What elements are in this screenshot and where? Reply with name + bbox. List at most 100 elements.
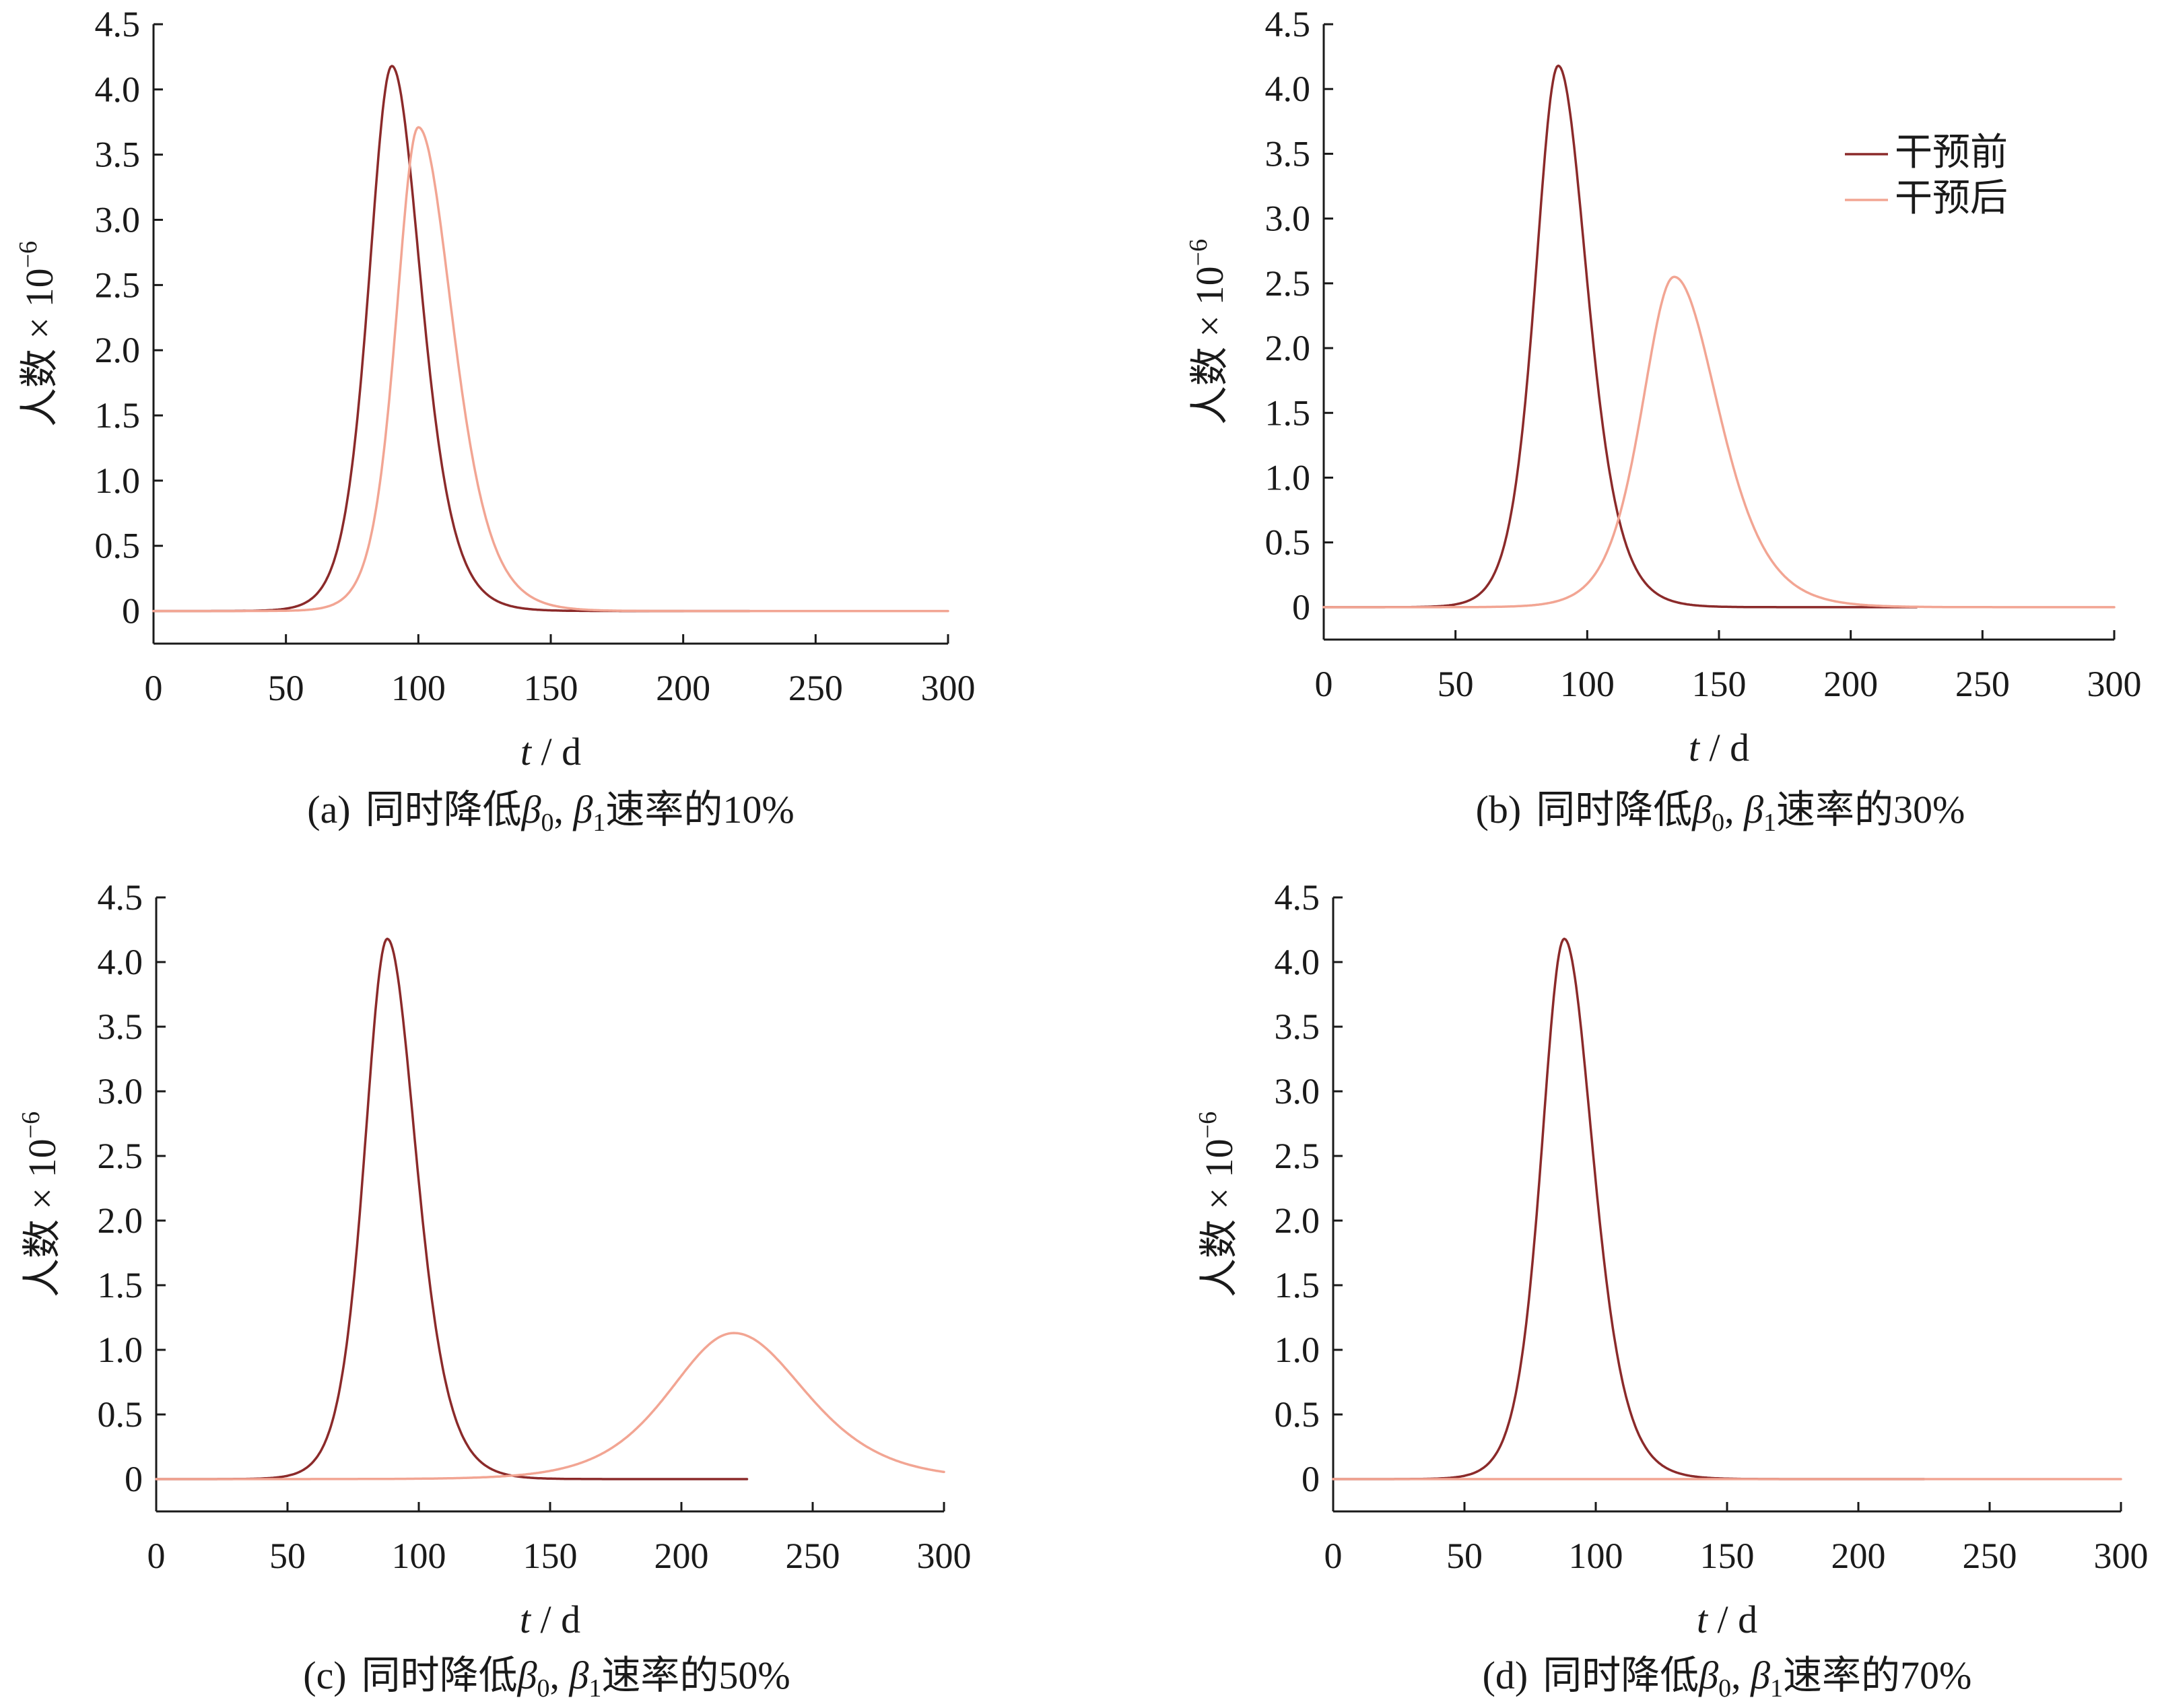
y-tick-label: 4.5 xyxy=(1265,4,1311,44)
y-tick-label: 0.5 xyxy=(95,526,141,566)
y-tick-label: 4.5 xyxy=(98,877,143,918)
y-tick-label: 2.5 xyxy=(1265,263,1311,304)
x-axis-unit: / d xyxy=(1708,1598,1757,1641)
caption-tail: 速率的10% xyxy=(605,788,794,831)
x-tick-label: 0 xyxy=(147,1536,166,1576)
y-axis-title-exponent: −6 xyxy=(1184,239,1213,266)
y-axis-title: 人数 × 10−6 xyxy=(1184,239,1231,425)
caption-tag: (d) xyxy=(1483,1653,1528,1697)
y-tick-label: 0 xyxy=(1292,587,1310,627)
y-tick-label: 0 xyxy=(122,591,140,631)
caption-text: 同时降低 xyxy=(366,788,522,831)
x-axis-unit: / d xyxy=(1699,726,1749,770)
x-tick-label: 50 xyxy=(268,668,304,708)
caption-beta1-sub: 1 xyxy=(1770,1674,1783,1703)
x-axis-unit: / d xyxy=(531,1598,580,1641)
x-axis-title: t / d xyxy=(520,1598,580,1641)
caption-beta1-sub: 1 xyxy=(1763,809,1776,837)
x-tick-label: 250 xyxy=(1955,664,2010,704)
panel-caption: (a) 同时降低β0, β1速率的10% xyxy=(307,788,795,837)
caption-beta1-sub: 1 xyxy=(593,809,605,837)
caption-text: 同时降低 xyxy=(1536,788,1692,831)
caption-beta0-sub: 0 xyxy=(1718,1674,1731,1703)
x-axis-variable: t xyxy=(520,730,533,774)
x-tick-label: 200 xyxy=(1823,664,1878,704)
y-tick-label: 1.5 xyxy=(95,395,141,436)
y-axis-title-main: 人数 × 10 xyxy=(1197,1138,1241,1297)
y-tick-label: 4.0 xyxy=(1265,69,1311,109)
x-tick-label: 200 xyxy=(1831,1536,1886,1576)
y-tick-label: 2.0 xyxy=(1265,328,1311,368)
y-tick-label: 3.5 xyxy=(98,1006,143,1047)
caption-beta0: β xyxy=(521,788,541,831)
panel-a: 0 0.5 1.0 1.5 2.0 2.5 3.0 3.5 4.0 4.5 0 50 100 150 200… xyxy=(14,4,976,837)
x-tick-label: 150 xyxy=(1692,664,1747,704)
x-tick-label: 150 xyxy=(524,668,578,708)
x-axis-variable: t xyxy=(1689,726,1701,770)
caption-separator: , xyxy=(554,788,574,831)
y-tick-label: 2.0 xyxy=(98,1200,143,1241)
y-tick-label: 2.0 xyxy=(95,330,141,370)
y-tick-label: 1.5 xyxy=(98,1265,143,1305)
y-axis-title: 人数 × 10−6 xyxy=(14,241,61,427)
caption-separator: , xyxy=(1731,1653,1751,1697)
series-line-before xyxy=(152,65,751,613)
y-tick-label: 3.0 xyxy=(98,1071,143,1112)
x-tick-label: 300 xyxy=(917,1536,972,1576)
x-tick-label: 250 xyxy=(786,1536,840,1576)
caption-tag: (a) xyxy=(307,788,350,831)
y-tick-label: 0 xyxy=(1302,1459,1320,1499)
x-axis-title: t / d xyxy=(1689,726,1749,770)
x-axis-variable: t xyxy=(1697,1598,1709,1641)
caption-beta0-sub: 0 xyxy=(1712,809,1724,837)
y-tick-label: 1.0 xyxy=(1275,1330,1320,1370)
y-tick-label: 2.5 xyxy=(95,265,141,305)
caption-beta0-sub: 0 xyxy=(541,809,554,837)
x-tick-label: 250 xyxy=(1963,1536,2017,1576)
y-tick-label: 2.0 xyxy=(1275,1200,1320,1241)
y-axis-title-exponent: −6 xyxy=(14,241,42,268)
y-tick-label: 3.5 xyxy=(1265,133,1311,174)
y-tick-label: 1.5 xyxy=(1275,1265,1320,1305)
series-line-before xyxy=(155,937,749,1480)
x-tick-label: 0 xyxy=(1315,664,1333,704)
caption-beta0: β xyxy=(1691,788,1712,831)
series-line-before xyxy=(1322,64,1918,609)
y-axis-title-main: 人数 × 10 xyxy=(1188,266,1231,425)
x-tick-label: 100 xyxy=(392,1536,446,1576)
series-line-after xyxy=(152,126,949,613)
y-tick-label: 3.0 xyxy=(1265,199,1311,239)
legend-label-after: 干预后 xyxy=(1895,178,2008,219)
caption-separator: , xyxy=(1724,788,1744,831)
y-tick-label: 4.0 xyxy=(1275,942,1320,982)
y-axis-title-exponent: −6 xyxy=(1194,1112,1222,1138)
caption-tail: 速率的70% xyxy=(1783,1653,1971,1697)
y-tick-label: 4.0 xyxy=(95,69,141,110)
caption-text: 同时降低 xyxy=(1543,1653,1699,1697)
x-tick-label: 0 xyxy=(145,668,163,708)
x-axis-unit: / d xyxy=(531,730,581,774)
y-tick-label: 4.0 xyxy=(98,942,143,982)
caption-text: 同时降低 xyxy=(362,1653,518,1697)
caption-beta0: β xyxy=(517,1653,537,1697)
caption-beta1: β xyxy=(1750,1653,1770,1697)
x-tick-label: 300 xyxy=(2094,1536,2149,1576)
caption-beta1: β xyxy=(569,1653,589,1697)
y-axis-title-main: 人数 × 10 xyxy=(20,1138,64,1297)
y-axis-title: 人数 × 10−6 xyxy=(17,1112,64,1297)
y-tick-label: 4.5 xyxy=(1275,877,1320,918)
x-tick-label: 300 xyxy=(921,668,976,708)
y-tick-label: 0 xyxy=(125,1459,143,1499)
y-tick-label: 3.0 xyxy=(1275,1071,1320,1112)
y-tick-label: 4.5 xyxy=(95,4,141,44)
y-tick-label: 2.5 xyxy=(1275,1136,1320,1176)
x-tick-label: 100 xyxy=(1560,664,1615,704)
caption-beta1-sub: 1 xyxy=(588,1674,601,1703)
caption-tail: 速率的50% xyxy=(601,1653,790,1697)
panel-caption: (b) 同时降低β0, β1速率的30% xyxy=(1476,788,1965,837)
panel-caption: (d) 同时降低β0, β1速率的70% xyxy=(1483,1653,1972,1703)
y-tick-label: 1.0 xyxy=(95,460,141,501)
y-axis-title-exponent: −6 xyxy=(17,1112,45,1138)
